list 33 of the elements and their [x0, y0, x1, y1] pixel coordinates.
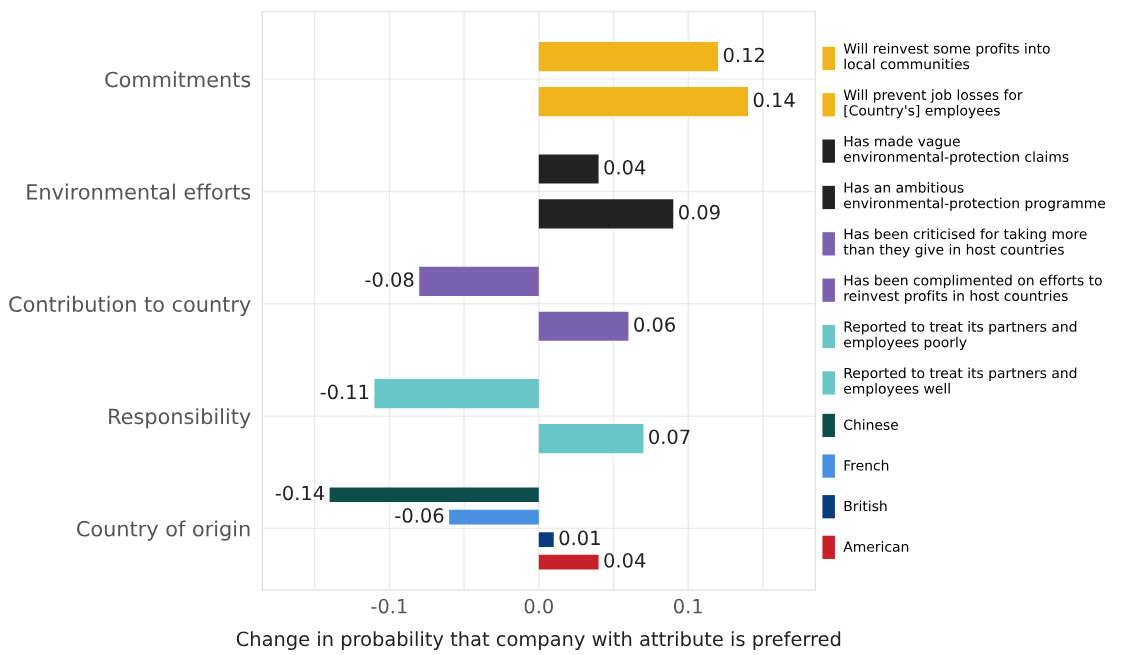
legend-label: French	[844, 459, 889, 471]
x-tick-label: -0.1	[371, 598, 407, 614]
data-label: -0.14	[275, 485, 325, 501]
legend-label: Reported to treat its partners and employees poorly	[844, 321, 1077, 351]
data-label: -0.08	[365, 272, 414, 287]
y-tick-label: Country of origin	[77, 520, 250, 541]
data-label: 0.12	[723, 47, 764, 63]
y-tick-label: Responsibility	[109, 408, 251, 429]
y-tick-label: Environmental efforts	[27, 183, 251, 200]
y-tick-label: Contribution to country	[9, 295, 251, 317]
legend-label: Has an ambitious environmental-protection programme	[844, 182, 1106, 212]
data-label: 0.09	[679, 204, 720, 220]
legend-label: Will prevent job losses for [Country's] employees	[843, 89, 1023, 119]
data-label: -0.06	[395, 508, 444, 523]
x-tick-label: 0.1	[674, 598, 702, 614]
data-label: -0.11	[320, 384, 369, 400]
data-label: 0.04	[604, 159, 646, 175]
y-tick-label: Commitments	[105, 71, 251, 88]
x-tick-label: 0.0	[524, 598, 553, 614]
legend-label: Has made vague environmental-protection claims	[844, 135, 1069, 165]
legend-label: American	[843, 541, 909, 552]
data-label: 0.04	[604, 553, 646, 568]
x-axis-title: Change in probability that company with attribute is preferred	[236, 631, 841, 651]
data-label: 0.14	[753, 92, 795, 108]
data-label: 0.07	[649, 429, 690, 445]
legend-label: Will reinvest some profits into local communities	[843, 42, 1050, 70]
legend-label: Chinese	[844, 419, 899, 430]
legend-label: British	[844, 500, 887, 512]
legend-label: Reported to treat its partners and employees well	[844, 367, 1077, 397]
data-label: 0.01	[559, 530, 600, 546]
legend-label: Has been complimented on efforts to reinvest profits in host countries	[844, 274, 1102, 304]
legend-label: Has been criticised for taking more than they give in host countries	[843, 228, 1087, 258]
data-label: 0.06	[634, 317, 675, 332]
